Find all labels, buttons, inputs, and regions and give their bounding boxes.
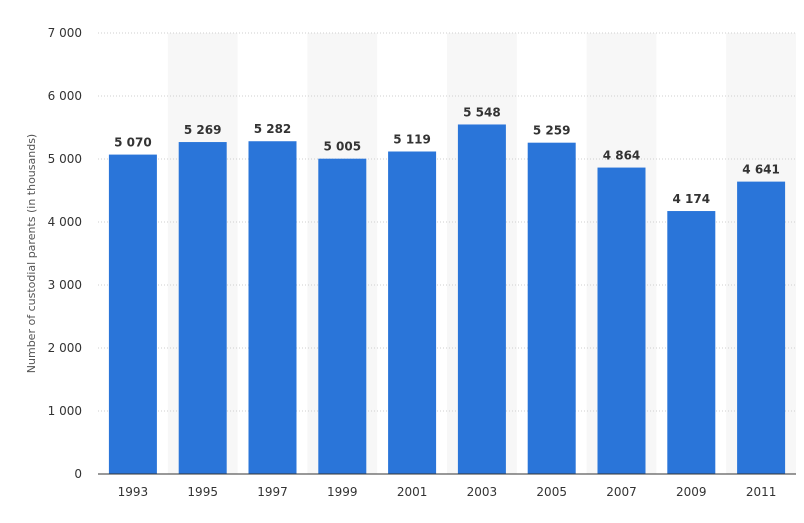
bars <box>108 124 786 475</box>
x-tick-label-2011: 2011 <box>746 485 777 499</box>
value-label-2005: 5 259 <box>533 124 571 138</box>
y-axis-title: Number of custodial parents (in thousand… <box>25 134 38 373</box>
value-label-1999: 5 005 <box>324 140 362 154</box>
y-tick-label-2000: 2 000 <box>48 341 82 355</box>
value-label-2001: 5 119 <box>393 133 431 147</box>
x-tick-label-1993: 1993 <box>118 485 149 499</box>
x-tick-label-1999: 1999 <box>327 485 358 499</box>
x-tick-label-2007: 2007 <box>606 485 637 499</box>
value-label-1993: 5 070 <box>114 136 152 150</box>
y-tick-label-5000: 5 000 <box>48 152 82 166</box>
x-axis-ticks: 1993 1995 1997 1999 2001 2003 2005 2007 2009 2011 <box>118 485 777 499</box>
bar-2011 <box>737 181 786 474</box>
value-label-2009: 4 174 <box>673 192 711 206</box>
bar-1993 <box>108 154 157 474</box>
bar-1999 <box>318 158 367 474</box>
x-tick-label-1997: 1997 <box>257 485 288 499</box>
bar-2005 <box>527 142 576 475</box>
y-tick-label-1000: 1 000 <box>48 404 82 418</box>
y-tick-label-6000: 6 000 <box>48 89 82 103</box>
bar-2001 <box>388 151 437 475</box>
y-tick-label-0: 0 <box>74 467 82 481</box>
value-labels: 5 070 5 269 5 282 5 005 5 119 5 548 5 259 4 864… <box>114 105 780 206</box>
x-tick-label-1995: 1995 <box>187 485 218 499</box>
y-tick-label-4000: 4 000 <box>48 215 82 229</box>
x-tick-label-2001: 2001 <box>397 485 428 499</box>
x-tick-label-2005: 2005 <box>536 485 567 499</box>
bar-1997 <box>248 141 297 474</box>
value-label-2003: 5 548 <box>463 105 501 119</box>
value-label-1995: 5 269 <box>184 123 222 137</box>
value-label-2007: 4 864 <box>603 149 641 163</box>
y-tick-label-7000: 7 000 <box>48 26 82 40</box>
value-label-2011: 4 641 <box>742 163 780 177</box>
grid-lines <box>98 32 796 412</box>
x-tick-label-2009: 2009 <box>676 485 707 499</box>
bar-2007 <box>597 167 646 474</box>
x-tick-label-2003: 2003 <box>467 485 498 499</box>
bar-1995 <box>178 142 227 475</box>
y-tick-label-3000: 3 000 <box>48 278 82 292</box>
bar-2003 <box>457 124 506 474</box>
y-axis-ticks: 0 1 000 2 000 3 000 4 000 5 000 6 000 7 000 <box>48 26 82 481</box>
bar-2009 <box>667 211 716 474</box>
value-label-1997: 5 282 <box>254 122 292 136</box>
